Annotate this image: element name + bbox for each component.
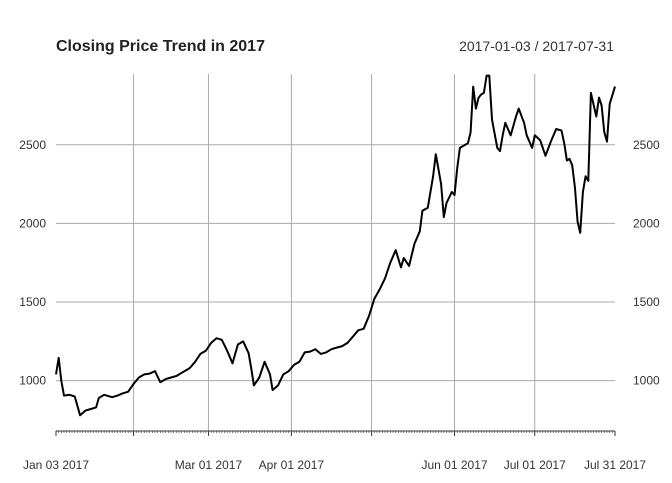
y-tick-label-left: 1000: [19, 374, 46, 388]
y-tick-label-right: 2000: [633, 216, 660, 230]
x-tick-label: Mar 01 2017: [175, 458, 243, 472]
y-tick-label-left: 2500: [19, 138, 46, 152]
y-tick-label-left: 2000: [19, 216, 46, 230]
x-tick-label: Jun 01 2017: [421, 458, 487, 472]
x-tick-label: Apr 01 2017: [259, 458, 325, 472]
closing-price-line: [55, 74, 616, 417]
date-range-label: 2017-01-03 / 2017-07-31: [459, 38, 614, 54]
y-tick-label-right: 1500: [633, 295, 660, 309]
x-tick-label: Jan 03 2017: [23, 458, 89, 472]
y-tick-label-left: 1500: [19, 295, 46, 309]
axes: Jan 03 2017 Mar 01 2017 Apr 01 2017 Jun 01 …: [19, 138, 660, 472]
gridlines: [56, 74, 615, 431]
chart-title: Closing Price Trend in 2017: [56, 38, 265, 55]
y-tick-label-right: 1000: [633, 374, 660, 388]
x-tick-label: Jul 31 2017: [584, 458, 646, 472]
y-tick-label-right: 2500: [633, 138, 660, 152]
x-tick-label: Jul 01 2017: [504, 458, 566, 472]
